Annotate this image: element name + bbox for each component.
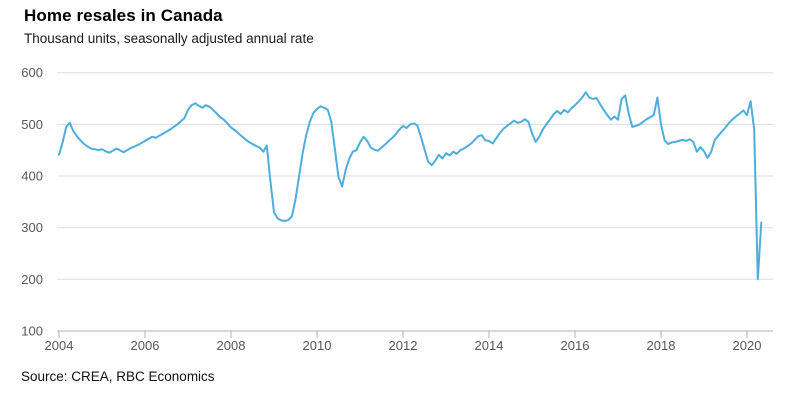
x-axis-label: 2006: [131, 338, 160, 353]
x-axis-label: 2018: [647, 338, 676, 353]
y-axis-label: 300: [21, 220, 43, 235]
x-axis-label: 2008: [217, 338, 246, 353]
x-axis-label: 2016: [561, 338, 590, 353]
x-axis-label: 2004: [45, 338, 74, 353]
y-axis-label: 600: [21, 65, 43, 80]
y-axis-label: 400: [21, 169, 43, 184]
y-axis-label: 100: [21, 324, 43, 339]
chart-subtitle: Thousand units, seasonally adjusted annu…: [24, 31, 314, 46]
chart-title: Home resales in Canada: [24, 6, 223, 25]
x-axis-label: 2020: [733, 338, 762, 353]
y-axis-label: 500: [21, 117, 43, 132]
x-axis-label: 2012: [389, 338, 418, 353]
data-line-home-resales: [58, 91, 763, 281]
y-axis-label: 200: [21, 272, 43, 287]
line-chart-plot: 100 200 300 400 500 600 2004 2006 2008 2010 2012 20…: [21, 65, 773, 353]
x-axis-label: 2010: [303, 338, 332, 353]
source-note: Source: CREA, RBC Economics: [21, 369, 215, 384]
x-axis-label: 2014: [475, 338, 504, 353]
